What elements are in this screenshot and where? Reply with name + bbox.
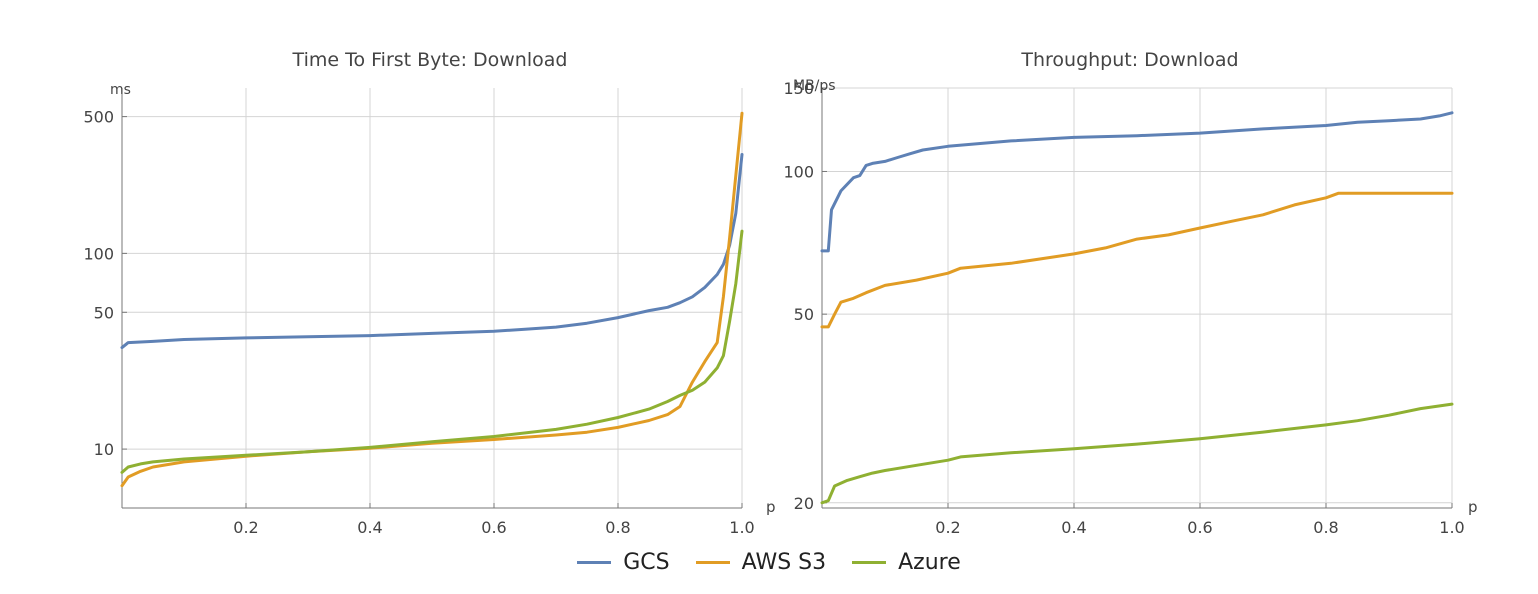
chart-title: Time To First Byte: Download bbox=[292, 49, 568, 71]
series-line-azure bbox=[120, 229, 744, 474]
x-tick-label: 0.6 bbox=[1187, 518, 1212, 537]
series-line-azure bbox=[820, 402, 1454, 505]
y-axis-label: ms bbox=[110, 82, 131, 98]
y-tick-label: 150 bbox=[783, 79, 814, 98]
x-tick-label: 0.4 bbox=[357, 518, 382, 537]
legend-item-azure: Azure bbox=[852, 550, 961, 575]
legend-item-gcs: GCS bbox=[577, 549, 670, 575]
y-tick-label: 100 bbox=[83, 244, 114, 263]
legend-label-aws-s3: AWS S3 bbox=[741, 549, 827, 575]
y-tick-label: 50 bbox=[94, 303, 114, 322]
series-line-gcs bbox=[120, 153, 744, 350]
legend-swatch-azure bbox=[852, 560, 887, 564]
y-tick-label: 10 bbox=[94, 440, 114, 459]
throughput-chart: 0.2 0.4 0.6 0.8 1.0 20 50 100 150 Throughput: Dow… bbox=[783, 49, 1477, 537]
legend-item-aws-s3: AWS S3 bbox=[695, 549, 827, 575]
x-tick-label: 0.2 bbox=[935, 518, 960, 537]
y-tick-label: 500 bbox=[83, 108, 114, 127]
x-tick-label: 0.4 bbox=[1061, 518, 1086, 537]
series-line-aws-s3 bbox=[120, 111, 744, 488]
ttfb-chart: 0.2 0.4 0.6 0.8 1.0 10 50 100 500 Time To First B… bbox=[83, 49, 775, 537]
legend: GCS AWS S3 Azure bbox=[0, 542, 1538, 582]
x-axis-label: p bbox=[1468, 498, 1478, 516]
x-tick-label: 0.8 bbox=[1313, 518, 1338, 537]
legend-swatch-aws-s3 bbox=[695, 560, 730, 564]
legend-swatch-gcs bbox=[577, 560, 612, 564]
x-tick-label: 1.0 bbox=[1439, 518, 1464, 537]
x-axis-label: p bbox=[766, 498, 776, 516]
x-tick-label: 0.2 bbox=[233, 518, 258, 537]
y-tick-label: 50 bbox=[794, 305, 814, 324]
x-tick-label: 1.0 bbox=[729, 518, 754, 537]
y-tick-label: 100 bbox=[783, 162, 814, 181]
legend-label-gcs: GCS bbox=[623, 549, 670, 575]
y-tick-label: 20 bbox=[794, 494, 814, 513]
series-line-gcs bbox=[820, 111, 1454, 253]
legend-label-azure: Azure bbox=[898, 549, 961, 575]
x-tick-label: 0.8 bbox=[605, 518, 630, 537]
y-axis-label: MB/ps bbox=[793, 78, 836, 94]
series-line-aws-s3 bbox=[820, 191, 1454, 329]
x-tick-label: 0.6 bbox=[481, 518, 506, 537]
chart-title: Throughput: Download bbox=[1020, 49, 1238, 71]
